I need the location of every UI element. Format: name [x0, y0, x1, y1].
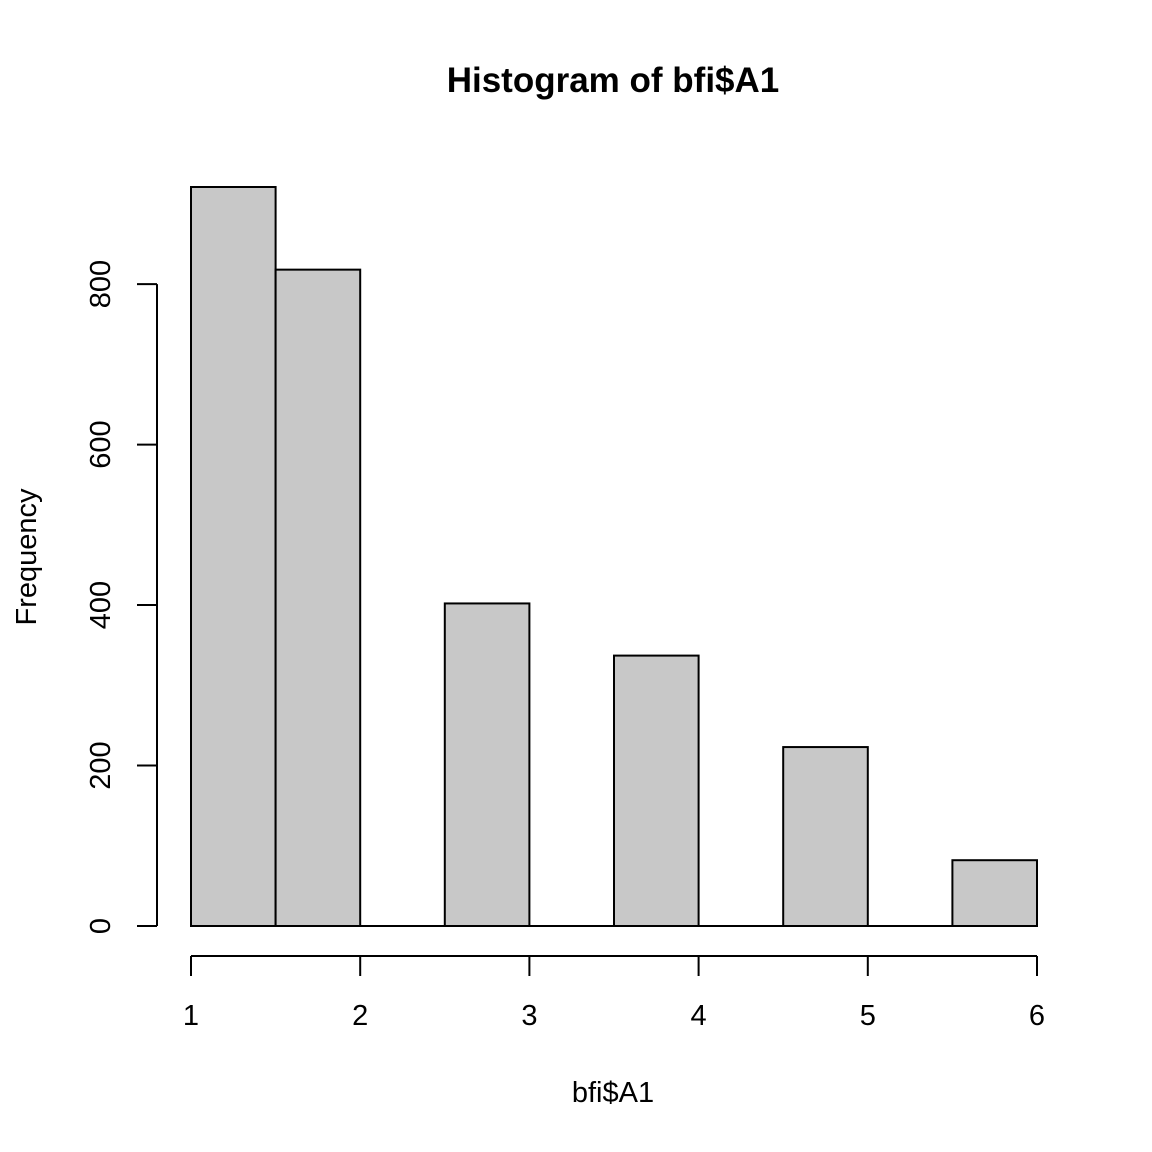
histogram-bar: [613, 654, 700, 928]
y-tick-label: 0: [85, 918, 117, 934]
x-tick-label: 1: [183, 1000, 199, 1032]
histogram-bar: [951, 859, 1039, 927]
y-axis: 0 200 400 600 800: [85, 260, 158, 934]
histogram-bar: [274, 268, 362, 927]
x-tick-label: 6: [1029, 1000, 1045, 1032]
x-tick-label: 5: [860, 1000, 876, 1032]
x-tick-label: 2: [352, 1000, 368, 1032]
x-tick-label: 4: [691, 1000, 707, 1032]
y-tick-label: 600: [85, 420, 117, 468]
x-axis-label: bfi$A1: [572, 1077, 654, 1109]
y-tick-label: 200: [85, 741, 117, 789]
histogram-bar: [782, 746, 869, 927]
y-tick-label: 400: [85, 581, 117, 629]
histogram-bar: [190, 186, 277, 927]
chart-title: Histogram of bfi$A1: [447, 61, 780, 100]
histogram-bar: [443, 602, 531, 928]
y-axis-label: Frequency: [11, 488, 43, 626]
bars-group: [190, 186, 1039, 928]
y-tick-label: 800: [85, 260, 117, 308]
x-tick-label: 3: [521, 1000, 537, 1032]
x-axis: 1 2 3 4 5 6: [183, 955, 1045, 1032]
